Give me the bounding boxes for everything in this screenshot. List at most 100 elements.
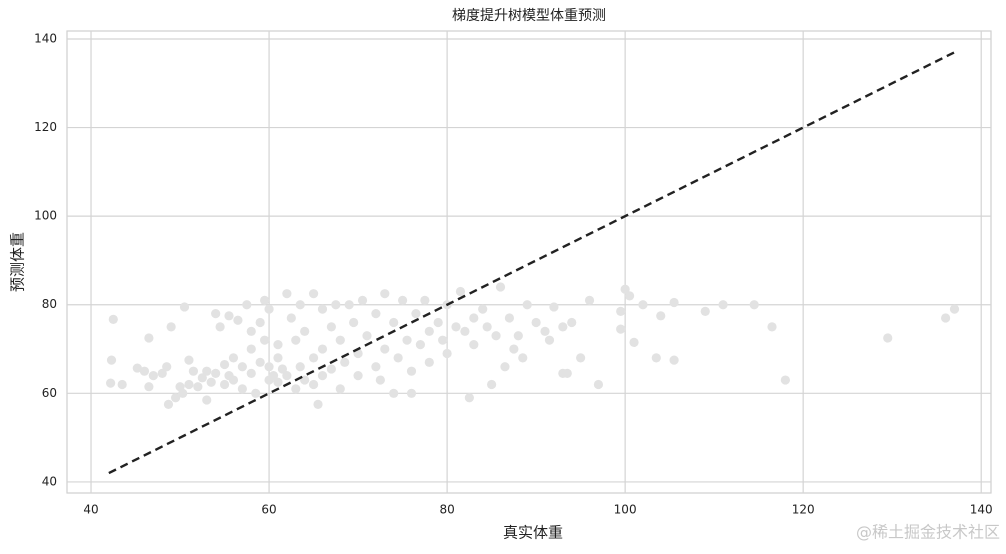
point [567,317,577,328]
point [767,322,777,332]
point [438,335,448,345]
x-axis-label: 真实体重 [503,524,563,542]
point [340,357,350,367]
point [406,388,417,398]
point [171,393,181,403]
point [282,289,292,299]
point [224,311,234,321]
point [260,335,270,345]
y-tick-label: 80 [42,297,57,311]
point [202,395,212,405]
point [264,304,274,314]
point [260,295,270,305]
point [106,378,116,388]
point [197,373,207,383]
point [106,355,117,365]
point [362,331,372,341]
point [313,399,323,410]
point [549,302,559,312]
plot-area [66,30,992,494]
point [518,353,528,363]
point [469,313,479,323]
x-tick-label: 120 [792,503,815,517]
point [335,335,345,345]
point [108,314,118,324]
point [349,317,359,328]
point [442,348,452,359]
point [531,317,541,328]
point [295,362,305,372]
point [424,326,434,336]
point [375,375,385,385]
point [291,384,301,394]
point [237,384,247,394]
point [246,368,256,379]
point [317,304,328,314]
point [593,379,604,390]
point [268,371,279,381]
point [509,344,519,354]
point [211,368,221,379]
point [273,353,283,363]
x-tick-label: 40 [83,503,98,517]
point [402,335,412,345]
point [389,388,399,398]
point [638,300,648,310]
point [380,344,390,354]
point [251,388,261,398]
point [393,353,403,363]
point [353,371,363,381]
point [656,311,666,321]
y-tick-label: 120 [34,120,57,134]
point [700,306,710,316]
point [669,297,679,308]
point [237,362,247,372]
y-tick-label: 60 [42,386,57,400]
point [264,362,274,372]
point [357,295,368,305]
point [148,371,158,381]
point [211,309,221,319]
point [317,344,328,354]
point [629,337,639,347]
point [162,362,172,372]
point [242,300,252,310]
point [219,379,230,390]
point [295,300,305,310]
point [883,333,893,343]
point [624,291,635,301]
point [469,340,479,350]
point [616,306,626,316]
chart-title: 梯度提升树模型体重预测 [452,8,606,24]
point [206,377,216,387]
point [326,322,336,332]
point [424,357,434,367]
point [282,371,292,381]
point [513,331,523,341]
point [157,368,167,379]
point [620,284,630,294]
point [246,344,256,354]
point [144,333,154,343]
point [331,300,341,310]
point [215,322,225,332]
point [380,289,390,299]
point [255,317,265,328]
point [522,300,532,310]
point [326,364,336,374]
point [584,295,595,305]
point [255,357,265,367]
point [117,379,127,390]
point [406,366,417,376]
x-tick-label: 100 [614,503,637,517]
point [460,326,470,336]
point [184,355,194,365]
point [188,366,199,376]
point [540,326,550,336]
point [273,377,283,387]
point [139,366,150,376]
point [308,379,319,390]
point [228,375,239,385]
point [411,309,421,319]
